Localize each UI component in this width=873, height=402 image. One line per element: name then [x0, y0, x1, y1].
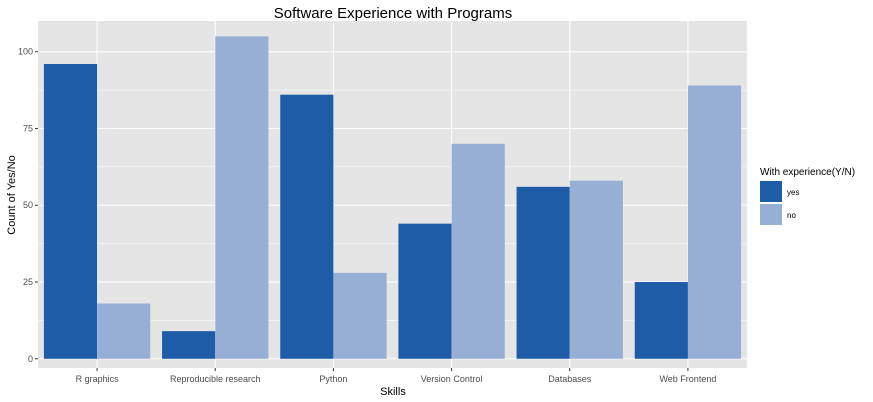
bar-no	[215, 36, 269, 359]
legend-label-no: no	[787, 211, 796, 220]
bar-no	[97, 303, 151, 359]
bar-yes	[280, 94, 334, 359]
y-tick-label: 25	[23, 277, 33, 287]
x-axis-label: Skills	[380, 386, 406, 398]
x-tick-label: Databases	[548, 374, 592, 384]
bar-no	[687, 85, 742, 359]
x-tick-label: Web Frontend	[659, 374, 716, 384]
y-tick-label: 75	[23, 123, 33, 133]
bars	[43, 36, 742, 359]
x-tick-label: Version Control	[421, 374, 483, 384]
x-axis-ticks: R graphics Reproducible research Python Ver…	[76, 368, 716, 384]
bar-yes	[43, 63, 98, 359]
y-tick-label: 0	[28, 354, 33, 364]
legend-key-yes	[760, 181, 782, 202]
legend-label-yes: yes	[787, 188, 799, 197]
y-axis-ticks: 0 25 50 75 100	[18, 47, 38, 364]
legend: With experience(Y/N) yes no	[760, 167, 855, 225]
x-tick-label: R graphics	[76, 374, 120, 384]
x-tick-label: Reproducible research	[170, 374, 261, 384]
y-tick-label: 50	[23, 200, 33, 210]
bar-no	[569, 180, 623, 359]
bar-yes	[516, 186, 570, 359]
x-tick-label: Python	[319, 374, 347, 384]
plot-panel	[38, 21, 747, 368]
legend-title: With experience(Y/N)	[760, 167, 855, 178]
y-tick-label: 100	[18, 47, 33, 57]
bar-yes	[398, 223, 452, 359]
bar-yes	[634, 282, 688, 359]
chart-title: Software Experience with Programs	[274, 5, 512, 22]
legend-key-no	[760, 204, 782, 225]
bar-no	[333, 272, 387, 359]
bar-no	[451, 143, 505, 359]
y-axis-label: Count of Yes/No	[6, 155, 18, 235]
bar-yes	[162, 331, 216, 359]
